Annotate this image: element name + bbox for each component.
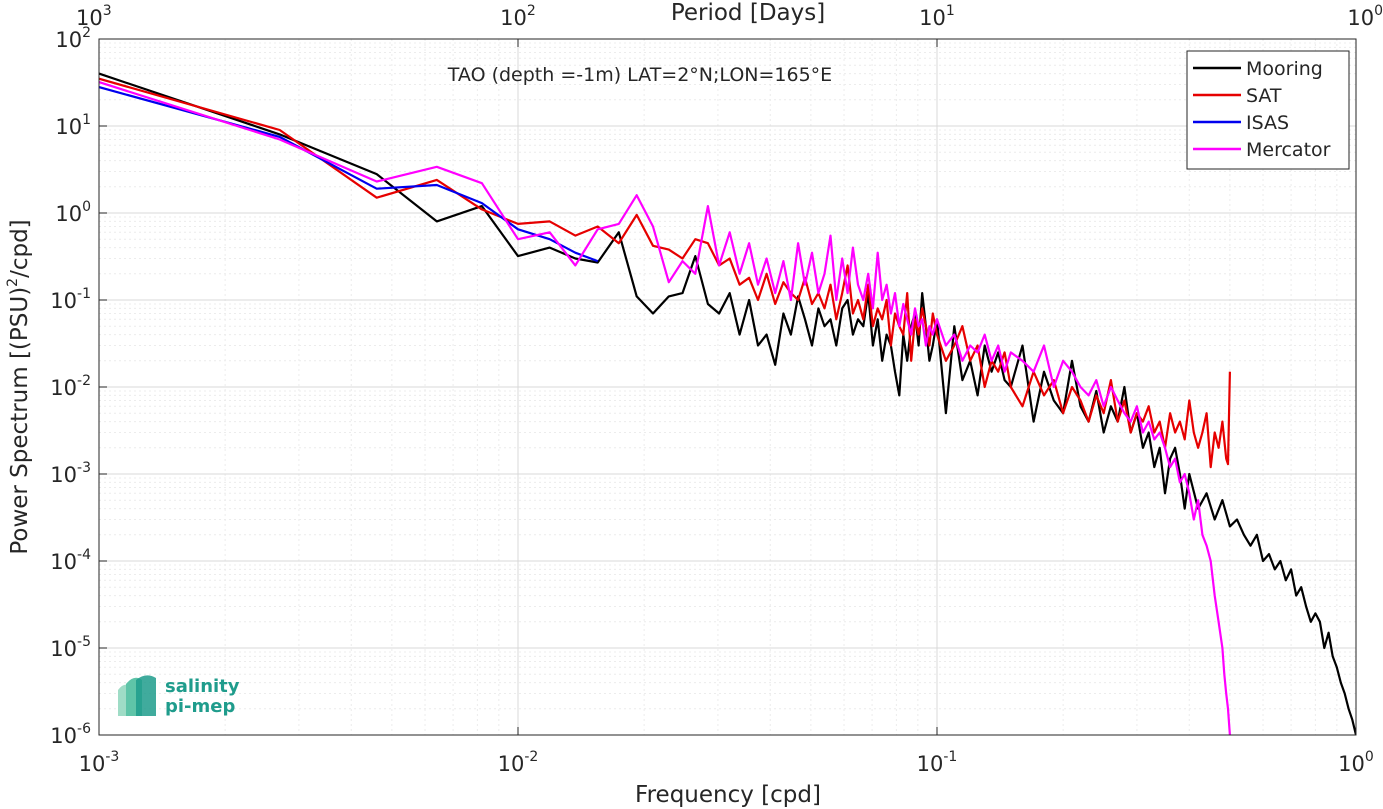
- period-tick-label-exponent: 3: [103, 3, 112, 19]
- period-tick-label-base: 10: [500, 6, 527, 30]
- y-axis-label: Power Spectrum [(PSU)2/cpd]: [5, 219, 33, 554]
- period-tick-label: 101: [919, 3, 955, 30]
- y-tick-label-exponent: -4: [77, 547, 91, 563]
- period-axis-label: Period [Days]: [671, 0, 825, 26]
- x-tick-label-exponent: 0: [1365, 749, 1374, 765]
- y-tick-label: 10-2: [50, 373, 91, 400]
- period-tick-label: 102: [500, 3, 536, 30]
- x-tick-label-exponent: -1: [943, 749, 957, 765]
- y-tick-label-base: 10: [55, 28, 82, 52]
- y-tick-label-exponent: -3: [77, 460, 91, 476]
- y-tick-label-exponent: 1: [82, 112, 91, 128]
- plot-frame: [98, 38, 1357, 736]
- series-lines: [99, 72, 1356, 735]
- y-tick-label-base: 10: [55, 202, 82, 226]
- y-tick-label-exponent: -2: [77, 373, 91, 389]
- x-tick-label-base: 10: [917, 752, 944, 776]
- y-tick-label-base: 10: [50, 724, 77, 748]
- axis-ticks: 10-3 10-2 10-1 10010-610-510-410-310-210-11…: [50, 3, 1383, 776]
- x-tick-label-exponent: -3: [105, 749, 119, 765]
- y-tick-label-base: 10: [50, 376, 77, 400]
- period-tick-label-exponent: 1: [946, 3, 955, 19]
- period-tick-label-exponent: 0: [1374, 3, 1383, 19]
- period-tick-label: 100: [1347, 3, 1383, 30]
- y-tick-label: 100: [55, 199, 91, 226]
- x-tick-label: 10-3: [79, 749, 120, 776]
- y-tick-label-base: 10: [50, 289, 77, 313]
- y-tick-label-exponent: -6: [77, 721, 91, 737]
- x-tick-label-base: 10: [79, 752, 106, 776]
- salinity-pi-mep-logo: salinity pi-mep: [118, 675, 240, 717]
- period-tick-label-exponent: 2: [527, 3, 536, 19]
- y-tick-label-exponent: -1: [77, 286, 91, 302]
- x-tick-label: 10-2: [498, 749, 539, 776]
- y-tick-label-exponent: 0: [82, 199, 91, 215]
- y-tick-label-base: 10: [50, 463, 77, 487]
- y-tick-label-base: 10: [50, 550, 77, 574]
- y-tick-label: 10-5: [50, 634, 91, 661]
- period-tick-label-base: 10: [76, 6, 103, 30]
- period-tick-label-base: 10: [919, 6, 946, 30]
- y-tick-label-exponent: 2: [82, 25, 91, 41]
- y-axis-label-tail: /cpd]: [7, 219, 33, 278]
- legend-label-sat: SAT: [1246, 85, 1282, 107]
- legend: Mooring SAT ISAS Mercator: [1186, 50, 1350, 170]
- legend-label-mercator: Mercator: [1246, 139, 1331, 161]
- y-axis-label-main: Power Spectrum [(PSU): [7, 287, 33, 555]
- legend-label-isas: ISAS: [1246, 112, 1289, 134]
- x-tick-label-base: 10: [498, 752, 525, 776]
- y-tick-label: 101: [55, 112, 91, 139]
- logo-text-line1: salinity: [165, 676, 240, 697]
- series-line-mercator: [99, 81, 1231, 735]
- y-tick-label: 10-3: [50, 460, 91, 487]
- y-tick-label: 10-4: [50, 547, 91, 574]
- logo-text-line2: pi-mep: [165, 696, 235, 717]
- period-tick-label-base: 10: [1347, 6, 1374, 30]
- series-line-sat: [99, 77, 1231, 469]
- chart-title: TAO (depth =-1m) LAT=2°N;LON=165°E: [447, 64, 832, 86]
- y-tick-label: 102: [55, 25, 91, 52]
- y-tick-label: 10-1: [50, 286, 91, 313]
- y-tick-label-exponent: -5: [77, 634, 91, 650]
- x-axis-label: Frequency [cpd]: [635, 782, 821, 808]
- legend-label-mooring: Mooring: [1246, 58, 1323, 80]
- period-tick-label: 103: [76, 3, 112, 30]
- logo-wave-front: [136, 675, 156, 716]
- x-tick-label: 10-1: [917, 749, 958, 776]
- y-tick-label: 10-6: [50, 721, 91, 748]
- x-tick-label: 100: [1338, 749, 1374, 776]
- x-tick-label-base: 10: [1338, 752, 1365, 776]
- y-tick-label-base: 10: [50, 637, 77, 661]
- y-tick-label-base: 10: [55, 115, 82, 139]
- y-axis-label-exponent: 2: [5, 278, 21, 287]
- x-tick-label-exponent: -2: [524, 749, 538, 765]
